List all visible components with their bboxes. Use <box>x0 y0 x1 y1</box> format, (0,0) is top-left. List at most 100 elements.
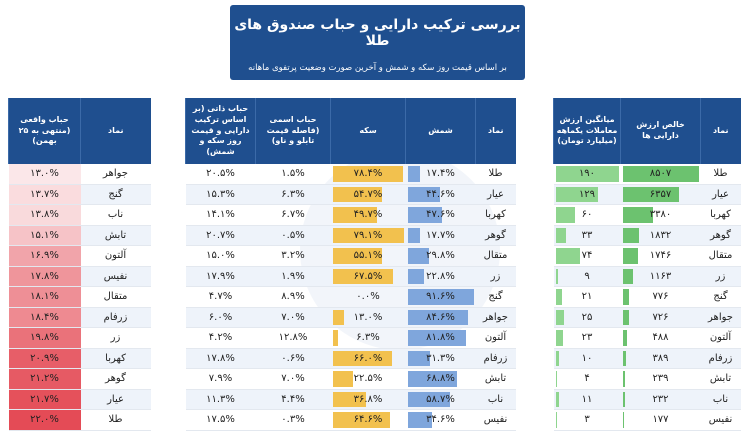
value-cell: ۶۷.۵% <box>330 266 406 287</box>
symbol-cell: عیار <box>700 184 741 205</box>
subtitle: بر اساس قیمت روز سکه و شمش و آخرین صورت … <box>248 63 507 73</box>
header-row: نماد خالص ارزش دارایی ها میانگین ارزش معام… <box>553 98 741 164</box>
header: بررسی ترکیب دارایی و حباب صندوق های طلا … <box>230 5 525 80</box>
cell-text: ۸۴.۶% <box>426 311 455 323</box>
cell-text: ۶۰ <box>581 209 593 221</box>
row: زرفام ۳۸۹ ۱۰ <box>553 348 741 369</box>
value-cell: ۶.۷% <box>255 204 331 226</box>
symbol-cell: عیار <box>80 389 151 410</box>
cell-text: طلا <box>108 414 123 426</box>
value-cell: ۱۷.۵% <box>185 409 256 431</box>
cell-text: جواهر <box>103 168 128 180</box>
value-cell: ۴ <box>553 368 621 390</box>
bar <box>622 309 629 325</box>
symbol-cell: طلا <box>700 164 741 185</box>
row: تابش ۶۸.۸% ۲۲.۵% ۷.۰% ۷.۹% <box>185 368 516 390</box>
row: متقال ۱۷۴۶ ۷۴ <box>553 245 741 267</box>
bar <box>555 186 599 202</box>
symbol-cell: متقال <box>80 286 151 308</box>
symbol-cell: آلتون <box>700 327 741 349</box>
cell-text: گنج <box>713 291 728 303</box>
cell-text: ۸۱.۸% <box>426 332 455 344</box>
bar <box>332 309 345 325</box>
value-cell: ۲۰.۵% <box>185 164 256 185</box>
row: زرفام ۱۸.۴% <box>8 307 151 328</box>
cell-text: ۱۸.۱% <box>30 291 59 303</box>
value-cell: ۵۵.۱% <box>330 245 406 267</box>
cell-text: زر <box>110 332 121 344</box>
cell-text: ۳۶.۸% <box>353 393 383 405</box>
cell-text: ۲۰.۷% <box>206 229 235 241</box>
cell-text: ۲۵ <box>581 311 593 323</box>
nav-table: نماد خالص ارزش دارایی ها میانگین ارزش معام… <box>553 98 741 431</box>
cell-text: ۷۴ <box>581 250 593 262</box>
cell-text: ۶۶.۰% <box>353 352 383 364</box>
cell-text: ۶.۰% <box>208 311 233 323</box>
value-cell: ۵۸.۷% <box>405 389 476 410</box>
bar <box>622 412 625 428</box>
value-cell: ۴۹.۷% <box>330 204 406 226</box>
cell-text: کهربا <box>105 352 126 364</box>
value-cell: ۲۳۲ <box>620 389 701 410</box>
value-cell: ۱۳.۰% <box>330 307 406 328</box>
cell-text: ۳۱.۳% <box>426 352 455 364</box>
symbol-cell: زر <box>700 266 741 287</box>
cell-text: ۸.۹% <box>281 291 305 303</box>
value-cell: ۶.۳% <box>330 327 406 349</box>
value-cell: ۲۹.۸% <box>405 245 476 267</box>
cell-text: ۱۸۳۲ <box>649 229 672 241</box>
row: نفیس ۱۷۷ ۳ <box>553 409 741 431</box>
value-cell: ۴۸۸ <box>620 327 701 349</box>
bar <box>622 166 699 182</box>
cell-text: ۴۸۸ <box>652 332 669 344</box>
value-cell: ۱۳.۸% <box>8 204 81 226</box>
bar <box>332 350 392 366</box>
cell-text: ۲۳۲ <box>652 393 669 405</box>
row: عیار ۲۱.۷% <box>8 389 151 410</box>
cell-text: زر <box>490 270 501 282</box>
cell-text: ۶.۳% <box>281 188 305 200</box>
cell-text: ۴.۴% <box>281 393 305 405</box>
cell-text: ۰.۰% <box>356 291 380 303</box>
value-cell: ۱۷۴۶ <box>620 245 701 267</box>
bar <box>555 350 559 366</box>
symbol-cell: گوهر <box>80 368 151 390</box>
value-cell: ۱۵.۳% <box>185 184 256 205</box>
cell-text: زر <box>715 270 726 282</box>
value-cell: ۲۱.۷% <box>8 389 81 410</box>
row: کهربا ۳۳۸۰ ۶۰ <box>553 204 741 226</box>
bar <box>332 248 382 264</box>
value-cell: ۰.۳% <box>255 409 331 431</box>
bar <box>332 207 378 223</box>
bar <box>555 330 564 346</box>
symbol-cell: گوهر <box>700 225 741 246</box>
value-cell: ۷۲۶ <box>620 307 701 328</box>
value-cell: ۱.۹% <box>255 266 331 287</box>
cell-text: ۶۴.۶% <box>353 414 383 426</box>
symbol-cell: تابش <box>700 368 741 390</box>
cell-text: ۱۲.۸% <box>278 332 308 344</box>
cell-text: آلتون <box>484 332 507 344</box>
row: گوهر ۱۷.۷% ۷۹.۱% ۰.۵% ۲۰.۷% <box>185 225 516 246</box>
cell-text: ناب <box>107 209 124 221</box>
bubble-table: نماد حباب واقعی (منتهی به ۲۵ بهمن) جواهر ۱۳… <box>8 98 151 431</box>
cell-text: ۴۴.۶% <box>426 188 455 200</box>
value-cell: ۴۴.۶% <box>405 184 476 205</box>
row: تابش ۲۳۹ ۴ <box>553 368 741 390</box>
cell-text: ۱۱۶۳ <box>649 270 672 282</box>
value-cell: ۷.۹% <box>185 368 256 390</box>
cell-text: ۱۸.۴% <box>30 311 59 323</box>
row: زر ۱۱۶۳ ۹ <box>553 266 741 287</box>
row: طلا ۱۷.۴% ۷۸.۴% ۱.۵% ۲۰.۵% <box>185 164 516 185</box>
column-header: نماد <box>80 98 151 164</box>
cell-text: تابش <box>104 229 127 241</box>
bar <box>622 207 653 223</box>
bar <box>332 227 404 243</box>
value-cell: ۱۴.۱% <box>185 204 256 226</box>
cell-text: ۳۴.۶% <box>426 414 455 426</box>
value-cell: ۲۲.۰% <box>8 409 81 431</box>
header-row: نماد حباب واقعی (منتهی به ۲۵ بهمن) <box>8 98 151 164</box>
row: طلا ۲۲.۰% <box>8 409 151 431</box>
symbol-cell: گوهر <box>475 225 516 246</box>
